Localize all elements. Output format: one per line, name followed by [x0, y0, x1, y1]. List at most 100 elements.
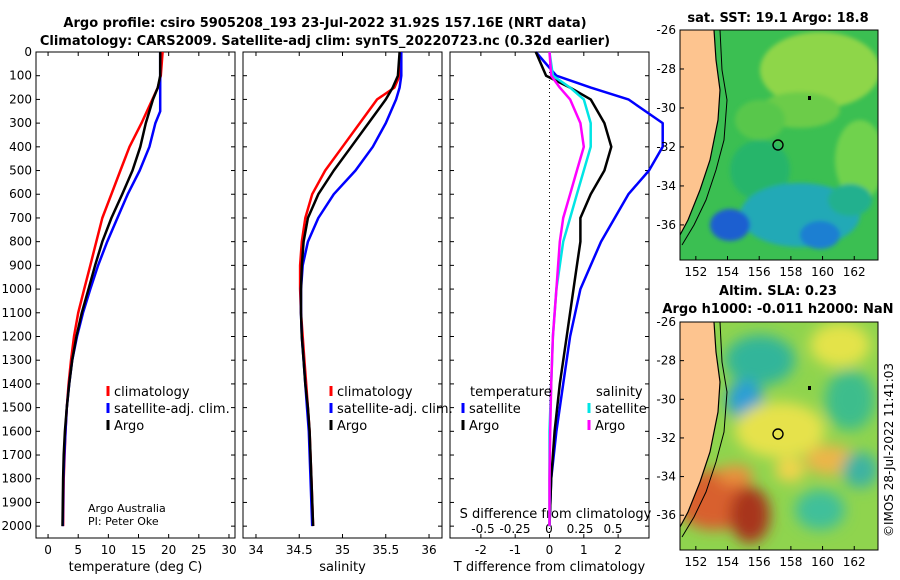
sst-field	[680, 30, 878, 260]
sst-map-lat-label: -32	[656, 140, 676, 154]
sla-map-lon-label: 154	[716, 555, 739, 569]
depth-tick-label: 100	[9, 69, 32, 83]
legend-label: satellite-adj. clim.	[337, 402, 453, 417]
timestamp: ©IMOS 28-Jul-2022 11:41:03	[882, 363, 896, 537]
series-satellite-adj-clim-	[299, 52, 403, 527]
sla-land	[680, 322, 720, 527]
depth-tick-label: 400	[9, 140, 32, 154]
sla-map-lon-label: 160	[811, 555, 834, 569]
difference-profile-x-tick-label: -1	[509, 543, 521, 557]
sla-map-title: Altim. SLA: 0.23	[719, 284, 837, 299]
difference-panel: -2 -1 0 1 2 T difference from climatology S di…	[449, 51, 664, 575]
depth-tick-label: 1800	[1, 472, 32, 486]
series-argo	[299, 51, 401, 527]
sla-map-panel: Altim. SLA: 0.23 Argo h1000: -0.011 h200…	[656, 284, 893, 569]
sst-map-title: sat. SST: 19.1 Argo: 18.8	[687, 11, 868, 26]
series-climatology	[61, 51, 164, 527]
temperature-profile-x-tick-label: 30	[221, 543, 236, 557]
difference-profile-x-tick-label: 1	[580, 543, 588, 557]
series-s-argo	[548, 51, 586, 527]
salinity-profile-x-tick-label: 34.5	[286, 543, 313, 557]
depth-tick-label: 300	[9, 116, 32, 130]
depth-tick-label: 700	[9, 211, 32, 225]
temperature-profile-frame	[35, 51, 236, 539]
salinity-diff-tick-label: 0.25	[567, 522, 594, 536]
depth-tick-label: 1400	[1, 377, 32, 391]
legend-label: Argo	[114, 419, 144, 434]
depth-tick-label: 1100	[1, 306, 32, 320]
salinity-profile-frame	[242, 51, 443, 539]
sst-map-frame	[679, 29, 879, 261]
depth-tick-label: 1600	[1, 424, 32, 438]
salinity-diff-tick-label: -0.5	[471, 522, 494, 536]
credit-pi: PI: Peter Oke	[88, 515, 159, 528]
depth-tick-label: 1300	[1, 353, 32, 367]
sst-map-panel: sat. SST: 19.1 Argo: 18.8 152 154 156 158 16…	[656, 11, 879, 279]
salinity-profile-x-tick-label: 35.5	[372, 543, 399, 557]
sla-map-lon-label: 162	[843, 555, 866, 569]
salinity-diff-xlabel: S difference from climatology	[460, 507, 652, 522]
figure-title-line1: Argo profile: csiro 5905208_193 23-Jul-2…	[63, 16, 586, 31]
series-t-satellite	[534, 51, 664, 527]
salinity-profile-x-tick-label: 36	[421, 543, 436, 557]
sla-map-lon-label: 158	[779, 555, 802, 569]
sla-map-lon-label: 156	[748, 555, 771, 569]
sst-map-lat-label: -30	[656, 101, 676, 115]
temperature-profile-x-tick-label: 10	[101, 543, 116, 557]
temperature-profile-x-tick-label: 5	[74, 543, 82, 557]
sla-map-lat-label: -30	[656, 392, 676, 406]
sla-map-lon-label: 152	[684, 555, 707, 569]
sla-map-frame	[679, 321, 879, 551]
temperature-profile-x-tick-label: 15	[131, 543, 146, 557]
legend-label: satellite	[595, 402, 647, 417]
credit-institution: Argo Australia	[88, 502, 166, 515]
salinity-diff-tick-label: 0	[545, 522, 553, 536]
sst-map-lon-label: 162	[843, 265, 866, 279]
temperature-panel: 0100200300400500600700800900100011001200…	[1, 45, 236, 575]
sla-map-axes: 152 154 156 158 160 162 -26 -28 -30 -32 -34 -36	[656, 315, 879, 569]
series-t-argo	[534, 51, 613, 527]
sst-map-lat-label: -26	[656, 23, 676, 37]
sst-map-lon-label: 156	[748, 265, 771, 279]
sst-map-lat-label: -28	[656, 62, 676, 76]
temperature-profile-xlabel: temperature (deg C)	[69, 560, 203, 575]
depth-tick-label: 200	[9, 92, 32, 106]
legend-label: climatology	[114, 385, 190, 400]
salinity-panel: 34 34.5 35 35.5 36 salinity climatology satelli…	[242, 51, 453, 575]
depth-tick-label: 1000	[1, 282, 32, 296]
sst-map-lat-label: -34	[656, 179, 676, 193]
series-argo	[61, 52, 162, 527]
depth-tick-label: 1500	[1, 401, 32, 415]
difference-profile-xlabel: T difference from climatology	[453, 560, 646, 575]
legend-label: satellite	[469, 402, 521, 417]
depth-tick-label: 600	[9, 187, 32, 201]
sla-map-lat-label: -36	[656, 508, 676, 522]
salinity-profile-xlabel: salinity	[319, 560, 366, 575]
sla-map-subtitle: Argo h1000: -0.011 h2000: NaN	[662, 302, 893, 317]
sst-map-lat-label: -36	[656, 218, 676, 232]
depth-tick-label: 800	[9, 235, 32, 249]
difference-profile-x-tick-label: 2	[614, 543, 622, 557]
depth-tick-label: 1700	[1, 448, 32, 462]
legend-header-temperature: temperature	[470, 385, 552, 400]
salinity-diff-tick-label: -0.25	[499, 522, 530, 536]
legend-header-salinity: salinity	[596, 385, 643, 400]
salinity-profile-x-tick-label: 34	[248, 543, 263, 557]
sst-map-lon-label: 160	[811, 265, 834, 279]
sst-map-lon-label: 152	[684, 265, 707, 279]
sst-land	[680, 30, 720, 235]
depth-tick-label: 900	[9, 258, 32, 272]
salinity-diff-tick-label: 0.5	[603, 522, 622, 536]
sst-map-lon-label: 154	[716, 265, 739, 279]
temperature-profile-x-tick-label: 25	[191, 543, 206, 557]
difference-profile-x-tick-label: 0	[546, 543, 554, 557]
sst-map-lon-label: 158	[779, 265, 802, 279]
sla-map-lat-label: -28	[656, 354, 676, 368]
difference-profile-x-tick-label: -2	[475, 543, 487, 557]
legend-label: Argo	[337, 419, 367, 434]
depth-tick-label: 2000	[1, 519, 32, 533]
temperature-profile-x-tick-label: 20	[161, 543, 176, 557]
sla-map-lat-label: -32	[656, 431, 676, 445]
sla-argo-marker	[772, 428, 784, 440]
